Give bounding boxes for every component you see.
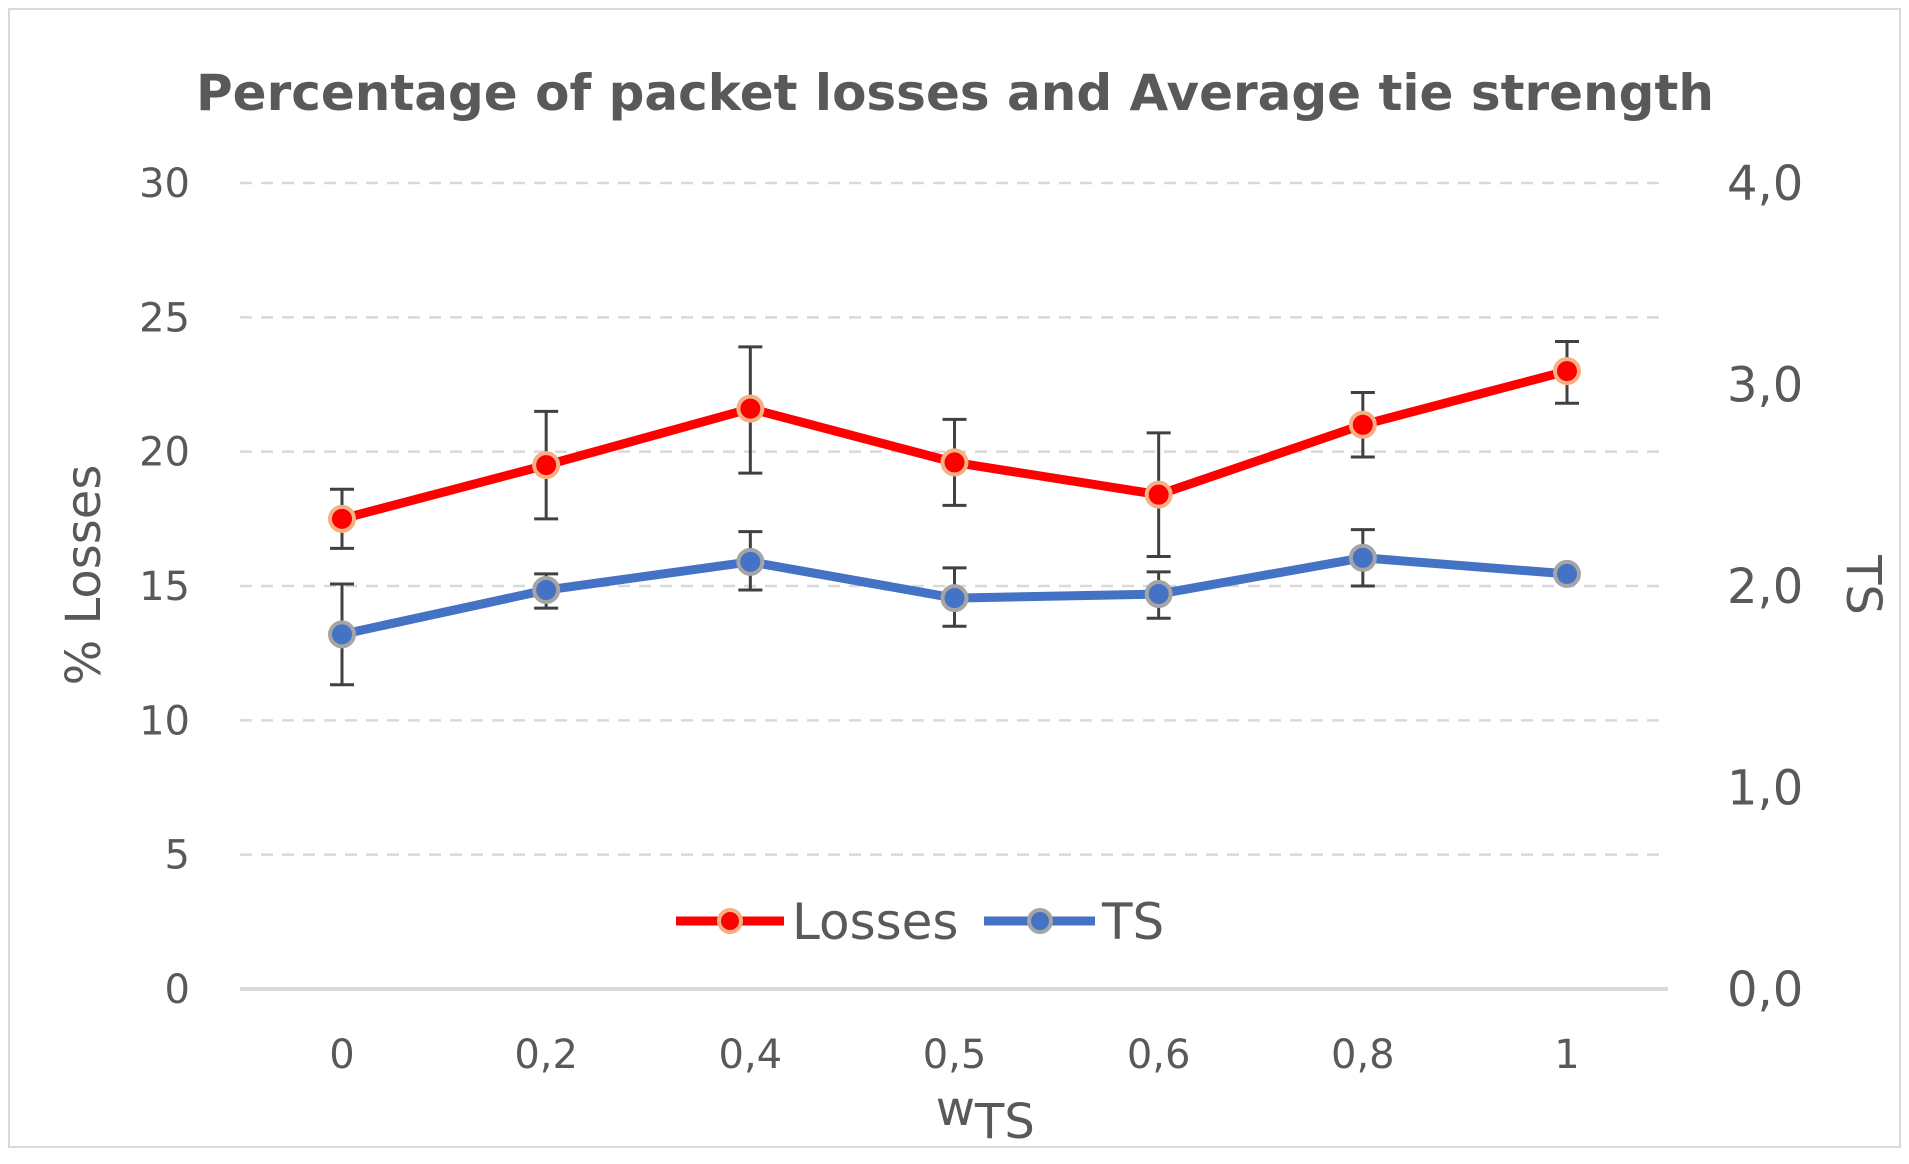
x-axis-ticks: 0 0,2 0,4 0,5 0,6 0,8 1 (329, 1032, 1579, 1078)
x-tick-label: 0 (329, 1032, 354, 1078)
losses-point (940, 448, 969, 477)
y-right-tick-label: 3,0 (1727, 358, 1803, 414)
x-tick-label: 1 (1554, 1032, 1579, 1078)
ts-point (1553, 559, 1581, 588)
losses-point (532, 451, 561, 480)
y-right-tick-label: 4,0 (1727, 156, 1803, 212)
ts-point (1144, 580, 1173, 609)
losses-point (328, 504, 356, 533)
x-axis-title-subscript: TS (974, 1094, 1035, 1150)
y-left-tick-label: 5 (165, 833, 190, 879)
ts-point (328, 620, 356, 649)
legend-ts-marker (1027, 908, 1053, 934)
losses-point (736, 394, 765, 423)
x-tick-label: 0,6 (1127, 1032, 1191, 1078)
x-tick-label: 0,4 (719, 1032, 783, 1078)
ts-point (940, 584, 969, 613)
legend-losses-label: Losses (792, 893, 958, 951)
losses-point (1144, 480, 1173, 509)
losses-point (1553, 357, 1581, 386)
y-left-tick-label: 0 (165, 967, 190, 1013)
y-axis-right-title: TS (1835, 554, 1891, 615)
y-right-tick-label: 0,0 (1727, 962, 1803, 1018)
y-left-tick-label: 30 (139, 161, 190, 207)
x-tick-label: 0,8 (1331, 1032, 1395, 1078)
x-tick-label: 0,5 (923, 1032, 987, 1078)
y-right-tick-label: 1,0 (1727, 761, 1803, 817)
legend: Losses TS (676, 893, 1164, 951)
left-axis-ticks: 0 5 10 15 20 25 30 (139, 161, 190, 1013)
chart-title: Percentage of packet losses and Average … (196, 64, 1714, 122)
y-axis-left-title: % Losses (56, 465, 112, 686)
y-left-tick-label: 10 (139, 698, 190, 744)
grid-layer (240, 181, 1668, 991)
right-axis-ticks: 0,0 1,0 2,0 3,0 4,0 (1727, 156, 1803, 1018)
series-layer (328, 357, 1581, 649)
y-left-tick-label: 15 (139, 564, 190, 610)
legend-ts-label: TS (1101, 893, 1164, 951)
ts-point (1348, 543, 1377, 572)
y-left-tick-label: 25 (139, 295, 190, 341)
x-axis-title: w (936, 1081, 975, 1137)
ts-point (736, 547, 765, 576)
ts-point (532, 576, 561, 605)
error-bars (330, 340, 1579, 687)
y-left-tick-label: 20 (139, 430, 190, 476)
y-right-tick-label: 2,0 (1727, 559, 1803, 615)
losses-point (1348, 410, 1377, 439)
x-tick-label: 0,2 (514, 1032, 578, 1078)
legend-losses-marker (717, 908, 743, 934)
